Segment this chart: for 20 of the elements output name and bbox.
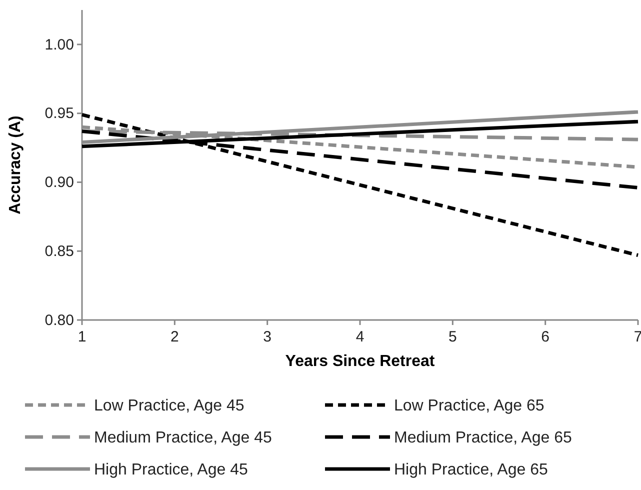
legend-label: Medium Practice, Age 65 — [394, 430, 572, 447]
y-tick-label: 0.80 — [44, 312, 74, 329]
x-axis-title: Years Since Retreat — [285, 353, 436, 370]
x-tick-label: 2 — [170, 328, 179, 346]
legend-label: Low Practice, Age 65 — [394, 398, 544, 415]
y-tick-label: 0.90 — [44, 174, 74, 192]
x-tick-label: 1 — [78, 328, 86, 346]
legend-label: Medium Practice, Age 45 — [94, 430, 272, 447]
legend-label: Low Practice, Age 45 — [94, 398, 244, 415]
y-axis-title: Accuracy (A) — [7, 116, 24, 214]
y-tick-label: 1.00 — [44, 36, 74, 54]
y-tick-label: 0.85 — [44, 242, 74, 260]
x-tick-label: 4 — [356, 328, 364, 346]
x-tick-label: 6 — [541, 328, 550, 346]
legend-label: High Practice, Age 45 — [94, 462, 248, 479]
x-tick-label: 5 — [448, 328, 457, 346]
x-tick-label: 3 — [263, 328, 272, 346]
y-tick-label: 0.95 — [44, 105, 74, 122]
legend-label: High Practice, Age 65 — [394, 462, 548, 479]
x-tick-label: 7 — [634, 328, 641, 346]
